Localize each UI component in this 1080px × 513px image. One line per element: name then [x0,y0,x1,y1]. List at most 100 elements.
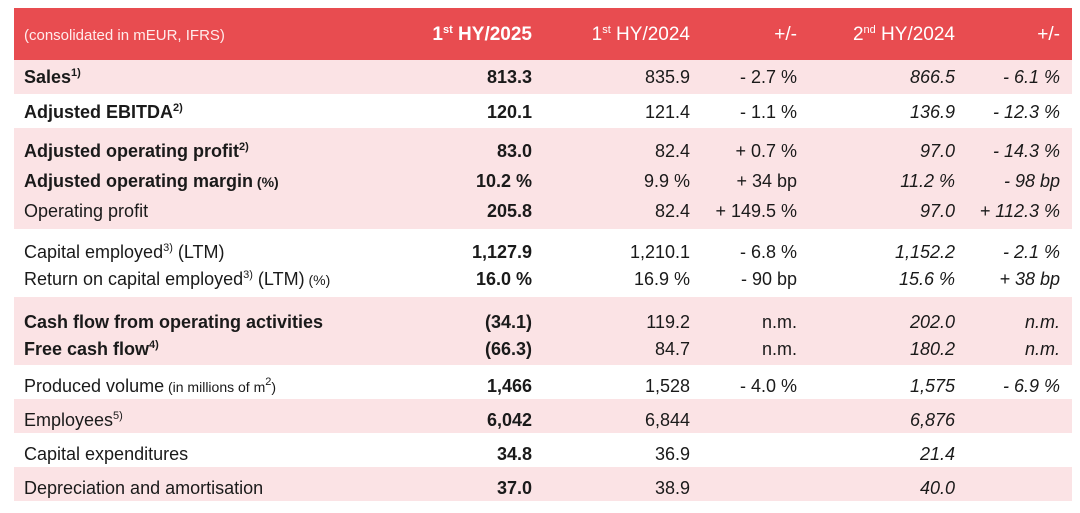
value-change-1: + 0.7 % [735,141,797,161]
row-label: Depreciation and amortisation [24,478,264,498]
table-header: (consolidated in mEUR, IFRS) 1st HY/2025… [14,8,1072,60]
value-hy2025: 1,466 [486,376,532,396]
value-change-1: - 90 bp [740,269,797,289]
value-change-2: + 112.3 % [979,201,1060,221]
value-hy2025: 83.0 [496,141,532,161]
value-hy2024: 82.4 [654,201,690,221]
row-label: Adjusted EBITDA2) [24,102,183,122]
value-hy2024: 9.9 % [643,171,690,191]
row-label: Employees5) [24,410,123,430]
value-2nd-hy2024: 97.0 [919,141,955,161]
value-hy2024: 1,210.1 [629,242,690,262]
table-row: Capital expenditures 34.8 36.9 21.4 [14,445,1072,467]
value-2nd-hy2024: 1,152.2 [894,242,955,262]
table-row: Return on capital employed3) (LTM) (%) 1… [14,270,1072,292]
value-change-2: - 14.3 % [992,141,1060,161]
row-label: Sales1) [24,67,81,87]
value-change-1: n.m. [761,312,797,332]
table-row: Adjusted operating margin (%) 10.2 % 9.9… [14,172,1072,194]
table-row: Depreciation and amortisation 37.0 38.9 … [14,479,1072,501]
value-hy2024: 119.2 [646,312,690,332]
value-change-1: - 4.0 % [739,376,797,396]
row-label: Capital employed3) (LTM) [24,242,225,262]
value-hy2025: 120.1 [486,102,532,122]
row-label: Return on capital employed3) (LTM) (%) [24,269,331,289]
table-band [14,399,1072,433]
value-hy2025: 205.8 [486,201,532,221]
value-2nd-hy2024: 97.0 [919,201,955,221]
value-hy2025: 6,042 [486,410,532,430]
header-col-change-1: +/- [774,24,797,45]
value-2nd-hy2024: 136.9 [909,102,955,122]
value-2nd-hy2024: 40.0 [919,478,955,498]
value-hy2025: (34.1) [484,312,532,332]
value-hy2024: 38.9 [654,478,690,498]
value-change-1: - 2.7 % [739,67,797,87]
value-change-1: n.m. [761,339,797,359]
value-2nd-hy2024: 11.2 % [900,171,955,191]
table-band [14,365,1072,399]
value-hy2025: 813.3 [486,67,532,87]
value-hy2024: 6,844 [644,410,690,430]
value-change-1: - 1.1 % [739,102,797,122]
table-row: Adjusted operating profit2) 83.0 82.4 + … [14,142,1072,164]
value-2nd-hy2024: 1,575 [909,376,955,396]
value-hy2024: 1,528 [644,376,690,396]
header-col-hy2024: 1st HY/2024 [591,24,690,45]
value-change-2: - 98 bp [1003,171,1060,191]
table-band [14,433,1072,467]
value-hy2024: 121.4 [644,102,690,122]
value-hy2025: (66.3) [484,339,532,359]
value-change-2: n.m. [1024,312,1060,332]
value-change-1: + 149.5 % [715,201,797,221]
value-2nd-hy2024: 15.6 % [898,269,955,289]
table-band [14,229,1072,297]
table-band [14,297,1072,365]
header-col-change-2: +/- [1037,24,1060,45]
table-band [14,128,1072,229]
value-change-2: - 12.3 % [992,102,1060,122]
value-2nd-hy2024: 180.2 [909,339,955,359]
value-hy2025: 1,127.9 [471,242,532,262]
header-col-hy2025: 1st HY/2025 [432,24,532,45]
value-change-2: + 38 bp [999,269,1060,289]
value-2nd-hy2024: 6,876 [909,410,955,430]
row-label: Adjusted operating margin (%) [24,171,279,191]
table-row: Adjusted EBITDA2) 120.1 121.4 - 1.1 % 13… [14,103,1072,125]
table-row: Employees5) 6,042 6,844 6,876 [14,411,1072,433]
row-label: Adjusted operating profit2) [24,141,249,161]
table-row: Cash flow from operating activities (34.… [14,313,1072,335]
value-hy2025: 16.0 % [475,269,532,289]
header-unit-note: (consolidated in mEUR, IFRS) [24,27,225,44]
row-label: Operating profit [24,201,149,221]
table-row: Produced volume (in millions of m2) 1,46… [14,377,1072,399]
header-col-2nd-hy2024: 2nd HY/2024 [852,24,955,45]
value-change-2: - 6.1 % [1002,67,1060,87]
row-label: Cash flow from operating activities [24,312,324,332]
table-band [14,467,1072,501]
value-change-2: n.m. [1024,339,1060,359]
row-label: Free cash flow4) [24,339,159,359]
value-change-2: - 2.1 % [1002,242,1060,262]
value-hy2024: 16.9 % [633,269,690,289]
value-hy2025: 10.2 % [475,171,532,191]
value-hy2024: 835.9 [644,67,690,87]
table-row: Operating profit 205.8 82.4 + 149.5 % 97… [14,202,1072,224]
row-label: Produced volume (in millions of m2) [24,376,277,396]
value-hy2025: 37.0 [496,478,532,498]
value-2nd-hy2024: 866.5 [909,67,955,87]
value-2nd-hy2024: 202.0 [909,312,955,332]
table-row: Free cash flow4) (66.3) 84.7 n.m. 180.2 … [14,340,1072,362]
value-change-2: - 6.9 % [1002,376,1060,396]
value-change-1: + 34 bp [736,171,797,191]
table-row: Capital employed3) (LTM) 1,127.9 1,210.1… [14,243,1072,265]
value-hy2024: 84.7 [654,339,690,359]
value-hy2024: 36.9 [654,444,690,464]
table-row: Sales1) 813.3 835.9 - 2.7 % 866.5 - 6.1 … [14,68,1072,90]
value-hy2024: 82.4 [654,141,690,161]
table-band [14,60,1072,94]
value-2nd-hy2024: 21.4 [919,444,955,464]
table-band [14,94,1072,128]
value-hy2025: 34.8 [496,444,532,464]
value-change-1: - 6.8 % [739,242,797,262]
